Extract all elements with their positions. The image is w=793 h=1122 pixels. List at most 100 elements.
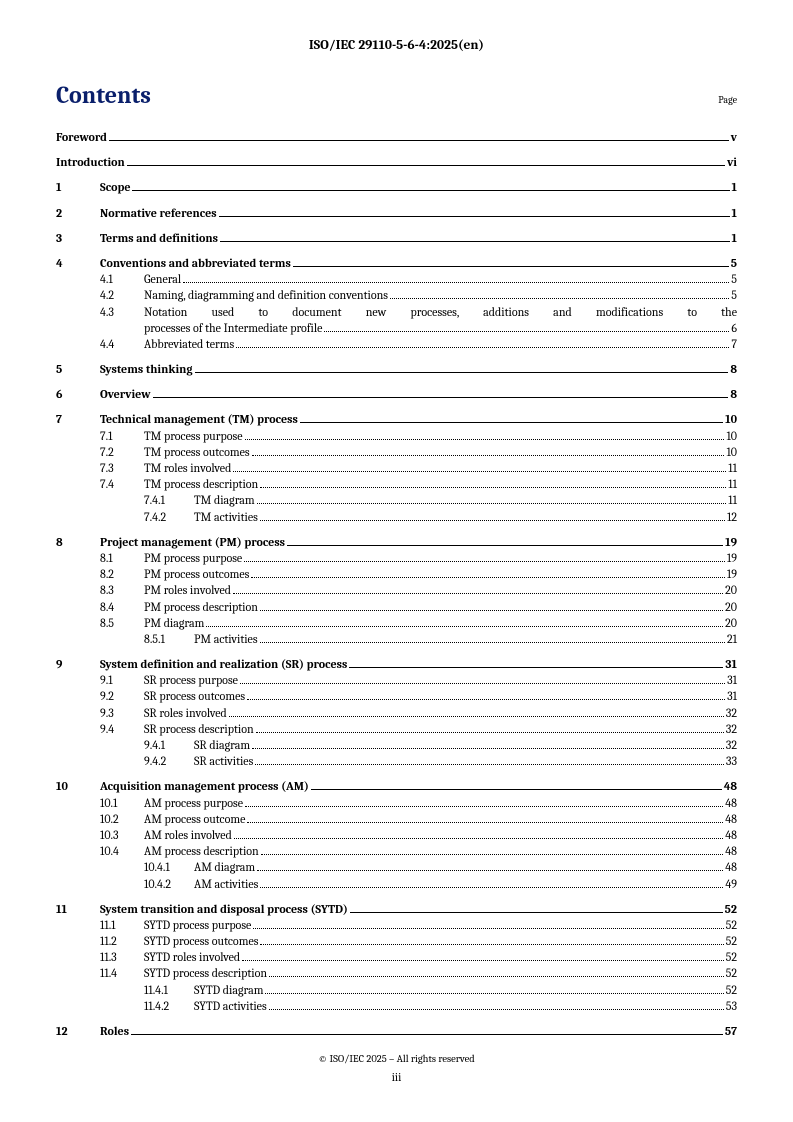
- toc-number: 9.2: [100, 688, 144, 704]
- toc-number: 10.2: [100, 811, 144, 827]
- toc-entry: 11.4SYTD process description52: [56, 965, 737, 981]
- toc-number: 4.1: [100, 271, 144, 287]
- toc-number: 11.1: [100, 917, 144, 933]
- toc-text: TM process description: [144, 476, 258, 492]
- toc-text: SR process outcomes: [144, 688, 245, 704]
- toc-entry: 1Scope1: [56, 179, 737, 195]
- toc-entry: 10.2AM process outcome48: [56, 811, 737, 827]
- toc-text: Acquisition management process (AM): [100, 778, 309, 794]
- toc-number: 9.4: [100, 721, 144, 737]
- toc-number: 10.3: [100, 827, 144, 843]
- toc-number: 11.2: [100, 933, 144, 949]
- toc-number: 7.2: [100, 444, 144, 460]
- toc-number: 9.1: [100, 672, 144, 688]
- toc-entry: 6Overview8: [56, 386, 737, 402]
- toc-page: 6: [731, 320, 737, 336]
- toc-text: SYTD process description: [144, 965, 267, 981]
- toc-entry: 11.4.1SYTD diagram 52: [56, 982, 737, 998]
- toc-entry: 4.2Naming, diagramming and definition co…: [56, 287, 737, 303]
- toc-number: 7.4: [100, 476, 144, 492]
- toc-text: Systems thinking: [100, 361, 193, 377]
- toc-page: 52: [726, 982, 737, 998]
- toc-page: 10: [726, 428, 737, 444]
- toc-text: Notation used to document new processes,…: [144, 304, 737, 320]
- toc-page: 31: [725, 656, 737, 672]
- toc-text: TM process purpose: [144, 428, 243, 444]
- toc-entry: 10.4.1AM diagram48: [56, 859, 737, 875]
- toc-number: 2: [56, 205, 100, 221]
- toc-page: 5: [731, 255, 737, 271]
- toc-text: TM roles involved: [144, 460, 231, 476]
- toc-number: 11.4: [100, 965, 144, 981]
- toc-number: 12: [56, 1023, 100, 1039]
- toc-text: SR activities: [194, 753, 253, 769]
- toc-page: 32: [726, 721, 737, 737]
- toc-text: AM process outcome: [144, 811, 245, 827]
- toc-entry: 10.1AM process purpose48: [56, 795, 737, 811]
- toc-number: 6: [56, 386, 100, 402]
- toc-text: PM activities: [194, 631, 258, 647]
- toc-entry: 8.3PM roles involved20: [56, 582, 737, 598]
- toc-page: 12: [727, 509, 737, 525]
- footer: © ISO/IEC 2025 – All rights reserved iii: [0, 1053, 793, 1084]
- toc-number: 11.3: [100, 949, 144, 965]
- toc-text: processes of the Intermediate profile: [144, 320, 322, 336]
- toc-number: 8.5.1: [144, 631, 194, 647]
- toc-container: ForewordvIntroductionvi1Scope12Normative…: [56, 129, 737, 1039]
- toc-number: 8.5: [100, 615, 144, 631]
- toc-page: 48: [725, 827, 737, 843]
- toc-page: 1: [732, 230, 738, 246]
- toc-page: 48: [725, 859, 737, 875]
- toc-text: AM diagram: [194, 859, 255, 875]
- toc-text: SR diagram: [194, 737, 250, 753]
- toc-entry: 8.2PM process outcomes19: [56, 566, 737, 582]
- toc-number: 9: [56, 656, 100, 672]
- toc-text: Abbreviated terms: [144, 336, 234, 352]
- toc-entry: Introductionvi: [56, 154, 737, 170]
- toc-text: SR process purpose: [144, 672, 238, 688]
- toc-page: 48: [725, 843, 737, 859]
- toc-entry: 4.4Abbreviated terms7: [56, 336, 737, 352]
- toc-entry: Forewordv: [56, 129, 737, 145]
- toc-entry: 8.5PM diagram20: [56, 615, 737, 631]
- toc-entry: 10.3AM roles involved48: [56, 827, 737, 843]
- toc-text: System definition and realization (SR) p…: [100, 656, 347, 672]
- toc-page: 53: [726, 998, 737, 1014]
- toc-text: Project management (PM) process: [100, 534, 285, 550]
- toc-text: Scope: [100, 179, 130, 195]
- toc-number: 1: [56, 179, 100, 195]
- toc-page: 31: [727, 672, 737, 688]
- toc-text: Technical management (TM) process: [100, 411, 298, 427]
- toc-page: 21: [727, 631, 737, 647]
- toc-entry: 3Terms and definitions1: [56, 230, 737, 246]
- toc-entry: 9.4.1SR diagram32: [56, 737, 737, 753]
- toc-entry: 2Normative references1: [56, 205, 737, 221]
- toc-number: 11.4.1: [144, 982, 194, 998]
- toc-entry: 10.4AM process description48: [56, 843, 737, 859]
- toc-page: v: [731, 129, 737, 145]
- toc-entry: 7.1TM process purpose10: [56, 428, 737, 444]
- toc-text: Naming, diagramming and definition conve…: [144, 287, 388, 303]
- toc-page: 19: [727, 566, 737, 582]
- toc-page: 11: [728, 476, 737, 492]
- toc-text: SYTD diagram: [194, 982, 263, 998]
- toc-entry: 8.1PM process purpose19: [56, 550, 737, 566]
- toc-page: 52: [726, 949, 737, 965]
- footer-page-number: iii: [0, 1071, 793, 1084]
- toc-page: 52: [726, 917, 737, 933]
- toc-page: 19: [725, 534, 737, 550]
- toc-page: 7: [731, 336, 737, 352]
- toc-text: SR process description: [144, 721, 254, 737]
- toc-number: 8.4: [100, 599, 144, 615]
- toc-page: 8: [730, 386, 737, 402]
- toc-number: 8.1: [100, 550, 144, 566]
- toc-entry: 7.4.1TM diagram11: [56, 492, 737, 508]
- title-row: Contents Page: [56, 81, 737, 109]
- toc-number: 7.4.1: [144, 492, 194, 508]
- toc-number: 8.3: [100, 582, 144, 598]
- toc-page: 48: [724, 778, 737, 794]
- toc-entry: 7.4TM process description 11: [56, 476, 737, 492]
- toc-entry: 7Technical management (TM) process10: [56, 411, 737, 427]
- toc-page: 33: [726, 753, 737, 769]
- toc-number: 9.3: [100, 705, 144, 721]
